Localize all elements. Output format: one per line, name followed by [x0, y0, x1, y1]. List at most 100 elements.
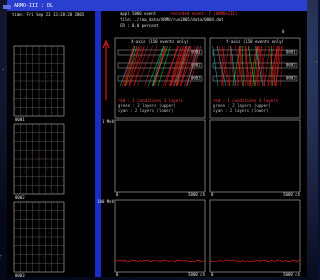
spectrum-panel [210, 120, 300, 192]
hit [21, 94, 22, 95]
layer-label: 0002 [286, 63, 296, 68]
hit [58, 85, 59, 86]
hit [28, 169, 29, 170]
hit [24, 171, 25, 172]
hit [44, 190, 45, 191]
hit [52, 211, 53, 212]
window-title: ARMO-III : DL [14, 3, 53, 9]
hit [46, 252, 47, 253]
hit [38, 59, 39, 60]
axis-end: 5000 ch [188, 192, 205, 197]
hit [34, 153, 35, 154]
hit [46, 107, 47, 108]
axis-end: 5000 ch [188, 272, 205, 277]
hit [52, 166, 53, 167]
hit [64, 154, 65, 155]
scale-label: 100 MeV [97, 199, 114, 204]
star [316, 61, 317, 62]
hit [52, 75, 53, 76]
hit [36, 158, 37, 159]
layer-label: 0003 [286, 76, 296, 81]
hit [32, 90, 33, 91]
layer-label: 0003 [191, 76, 201, 81]
hit [24, 86, 25, 87]
hit [55, 243, 56, 244]
hit [14, 211, 15, 212]
hit [43, 256, 44, 257]
hit [62, 126, 63, 127]
hit [29, 84, 30, 85]
panels: 000100020003X-axis (150 events only)0001… [14, 38, 301, 278]
track-title: Y-axis (150 events only) [226, 39, 284, 44]
hit [52, 71, 53, 72]
hit [64, 113, 65, 114]
hit [45, 203, 46, 204]
hit [15, 109, 16, 110]
hit [26, 97, 27, 98]
rate-label: CR : 0.0 percent [120, 23, 159, 28]
hit [24, 219, 25, 220]
hit [23, 210, 24, 211]
hit [42, 94, 43, 95]
hit [56, 193, 57, 194]
hit [25, 243, 26, 244]
hit [59, 260, 60, 261]
hit [16, 134, 17, 135]
hit [50, 186, 51, 187]
hit [47, 164, 48, 165]
hit [42, 81, 43, 82]
hit [55, 188, 56, 189]
hit [31, 250, 32, 251]
hit [62, 180, 63, 181]
hit [26, 74, 27, 75]
hit [49, 265, 50, 266]
hit [16, 245, 17, 246]
hit [23, 217, 24, 218]
legend-item: cyan : 2 layers (lower) [118, 108, 173, 113]
hit [31, 252, 32, 253]
hit [47, 76, 48, 77]
spectrum-panel [115, 120, 205, 192]
hit [59, 49, 60, 50]
hit [14, 124, 15, 125]
hit [49, 230, 50, 231]
hit [43, 218, 44, 219]
hit [35, 146, 36, 147]
hit [54, 209, 55, 210]
hit [34, 215, 35, 216]
hit [39, 85, 40, 86]
hit [18, 132, 19, 133]
hit [60, 60, 61, 61]
hit [58, 241, 59, 242]
hit [31, 264, 32, 265]
axis-end: 5000 ch [283, 192, 300, 197]
divider[interactable] [95, 11, 101, 277]
star [3, 69, 4, 70]
hit [18, 100, 19, 101]
hit [39, 159, 40, 160]
hit [62, 257, 63, 258]
hit [27, 218, 28, 219]
hit [39, 133, 40, 134]
hit [46, 55, 47, 56]
hit [20, 110, 21, 111]
track-title: X-axis (150 events only) [131, 39, 189, 44]
hit [47, 168, 48, 169]
screen: ARMO-III : DL time: Fri Sep 23 13:28:28 … [0, 0, 318, 280]
hit [32, 208, 33, 209]
hit [49, 253, 50, 254]
hit [26, 156, 27, 157]
hit [22, 189, 23, 190]
hit [39, 48, 40, 49]
time-label: time: Fri Sep 23 13:28:28 2005 [12, 12, 85, 17]
hit [58, 106, 59, 107]
hit [17, 140, 18, 141]
window-icon[interactable] [3, 5, 11, 9]
hit [60, 172, 61, 173]
hit [36, 184, 37, 185]
hit [34, 204, 35, 205]
hit [52, 48, 53, 49]
hit [62, 192, 63, 193]
panel-label: 0003 [15, 273, 25, 278]
recorded-event: recorded event: 7 (ARMO+III) [170, 11, 237, 16]
